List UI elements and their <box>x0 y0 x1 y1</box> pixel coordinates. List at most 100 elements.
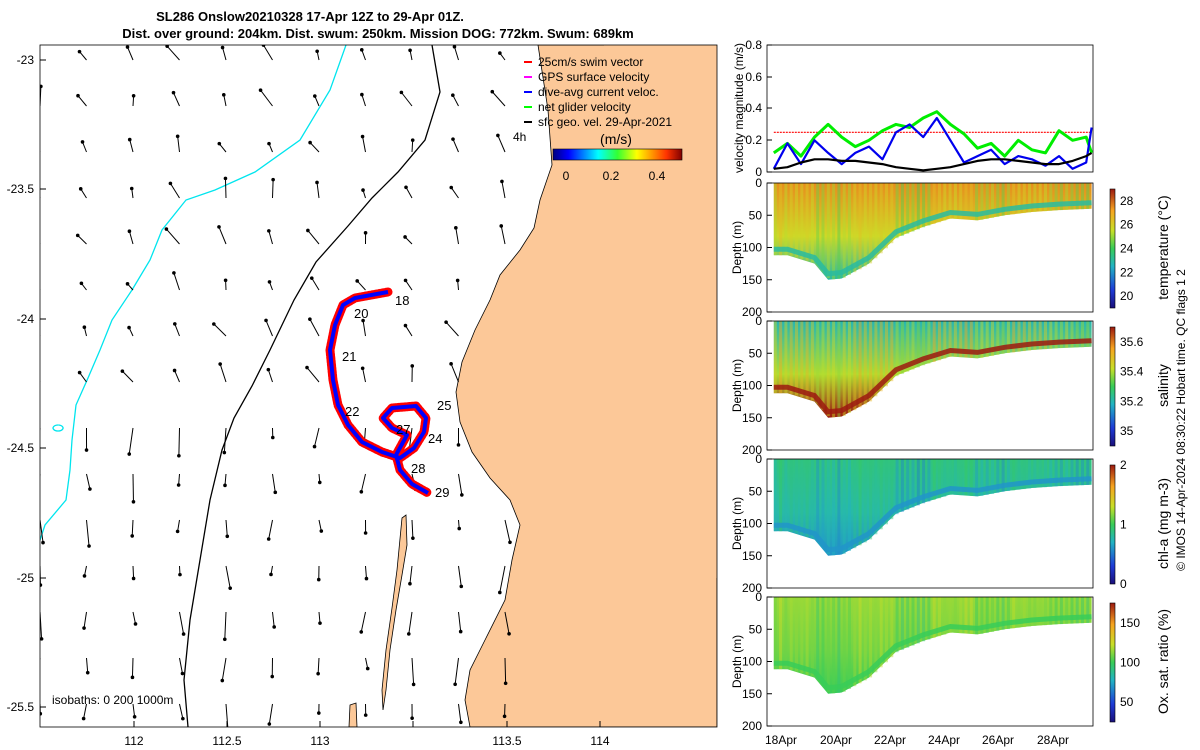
surface-velocity-arrow-head <box>165 45 169 48</box>
surface-velocity-arrow-head <box>317 711 321 715</box>
surface-velocity-arrow-head <box>306 228 310 233</box>
surface-velocity-arrow <box>458 473 463 495</box>
surface-velocity-arrow <box>40 474 41 477</box>
map-y-tick-label: -24 <box>17 312 35 326</box>
legend-entry-label: 25cm/s swim vector <box>538 55 643 69</box>
surface-velocity-arrow <box>166 45 180 61</box>
surface-velocity-arrow <box>40 243 41 244</box>
surface-velocity-arrow-head <box>455 278 460 283</box>
salinity-panel: 0 50 100 150 200 Depth (m) 35 35.2 35.4 35.6 salin… <box>730 314 1171 457</box>
surface-velocity-arrow-head <box>40 84 43 89</box>
temperature-colorbar <box>1109 188 1116 309</box>
surface-velocity-arrow-head <box>508 540 512 545</box>
surface-velocity-arrow-head <box>28 273 32 277</box>
surface-velocity-arrow <box>40 658 41 661</box>
surface-velocity-arrow <box>223 94 227 107</box>
surface-velocity-arrow-head <box>267 141 271 146</box>
temperature-y-label: Depth (m) <box>730 221 744 274</box>
surface-velocity-arrow <box>79 372 87 383</box>
surface-velocity-arrow-head <box>453 682 457 687</box>
surface-velocity-arrow <box>361 94 366 107</box>
chla-colorbar-tick: 0 <box>1120 577 1127 591</box>
surface-velocity-arrow-head <box>40 583 43 587</box>
surface-velocity-arrow <box>221 657 227 681</box>
surface-velocity-arrow-head <box>120 369 125 373</box>
surface-velocity-arrow-head <box>313 94 317 98</box>
surface-velocity-arrow <box>219 363 227 383</box>
salinity-depth-tick: 200 <box>742 443 762 457</box>
surface-velocity-arrow <box>458 611 462 632</box>
surface-velocity-arrow <box>365 657 369 669</box>
surface-velocity-arrow <box>272 473 276 493</box>
surface-velocity-arrow <box>452 138 459 153</box>
surface-velocity-arrow-head <box>459 720 463 725</box>
surface-velocity-arrow-head <box>261 45 266 47</box>
land-island <box>381 514 408 711</box>
surface-velocity-arrow <box>268 519 273 540</box>
surface-velocity-arrow-head <box>34 676 38 680</box>
surface-velocity-arrow-head <box>360 92 364 97</box>
surface-velocity-arrow-head <box>319 529 324 533</box>
figure-title-line2: Dist. over ground: 204km. Dist. swum: 25… <box>122 26 634 41</box>
surface-velocity-arrow-head <box>305 365 309 370</box>
surface-velocity-arrow-head <box>404 185 408 190</box>
surface-velocity-arrow-head <box>125 282 130 286</box>
oxygen-colorbar-tick: 150 <box>1120 616 1140 630</box>
surface-velocity-arrow <box>86 519 90 547</box>
surface-velocity-arrow <box>132 703 136 717</box>
surface-velocity-arrow-head <box>315 49 319 54</box>
velocity-line-net-glider <box>772 110 1093 158</box>
legend-entry-label: GPS surface velocity <box>538 70 649 84</box>
surface-velocity-arrow-head <box>451 137 455 141</box>
surface-velocity-arrow <box>405 325 413 337</box>
surface-velocity-arrow-head <box>131 500 136 504</box>
map-x-tick-label: 112.5 <box>212 734 241 748</box>
surface-velocity-arrow-head <box>77 49 82 54</box>
surface-velocity-arrow <box>268 703 273 725</box>
map-y-tick-label: -25 <box>17 571 35 585</box>
surface-velocity-arrow <box>83 703 87 719</box>
surface-velocity-arrow-head <box>454 226 458 230</box>
surface-velocity-arrow <box>318 611 321 624</box>
surface-velocity-arrow <box>224 473 227 486</box>
surface-velocity-arrow-head <box>449 185 454 190</box>
surface-velocity-arrow-head <box>451 93 455 97</box>
surface-velocity-arrow-head <box>172 368 177 373</box>
date-tick-label: 20Apr <box>820 733 852 747</box>
chla-colorbar <box>1109 464 1116 585</box>
surface-velocity-arrow-head <box>176 483 181 487</box>
surface-velocity-arrow-head <box>360 134 365 139</box>
velocity-y-tick: 0.4 <box>745 101 762 115</box>
surface-velocity-arrow <box>309 318 320 337</box>
track-label: 18 <box>395 293 409 308</box>
velocity-y-tick: 0.2 <box>745 133 762 147</box>
surface-velocity-arrow-head <box>258 88 263 92</box>
surface-velocity-arrow-head <box>41 540 45 545</box>
oxygen-bottom-layer <box>773 614 1092 691</box>
salinity-colorbar-tick: 35.4 <box>1120 365 1144 379</box>
colorbar-unit: (m/s) <box>600 131 632 147</box>
surface-velocity-arrow <box>307 230 320 245</box>
surface-velocity-arrow-head <box>502 714 507 719</box>
surface-velocity-arrow <box>458 565 462 587</box>
surface-velocity-arrow <box>365 565 367 579</box>
track-label: 28 <box>411 461 425 476</box>
land-islet <box>348 702 358 727</box>
oxygen-colorbar-label: Ox. sat. ratio (%) <box>1155 609 1171 714</box>
glider-track: 18 20 21 22 25 27 24 28 29 <box>325 287 451 500</box>
salinity-colorbar-label: salinity <box>1155 364 1171 407</box>
temperature-colorbar-tick: 28 <box>1120 194 1134 208</box>
surface-velocity-arrow-head <box>177 453 181 458</box>
surface-velocity-arrow <box>169 183 180 199</box>
surface-velocity-arrow <box>173 92 180 107</box>
surface-velocity-arrow <box>129 139 134 153</box>
surface-velocity-arrow-head <box>180 671 185 676</box>
surface-velocity-arrow-head <box>218 362 222 366</box>
chla-colorbar-tick: 2 <box>1120 458 1127 472</box>
surface-velocity-arrow <box>77 95 87 107</box>
surface-velocity-arrow <box>504 611 510 634</box>
temperature-colorbar-label: temperature (°C) <box>1155 195 1171 299</box>
surface-velocity-arrow-head <box>403 278 408 283</box>
surface-velocity-arrow-head <box>410 138 415 142</box>
